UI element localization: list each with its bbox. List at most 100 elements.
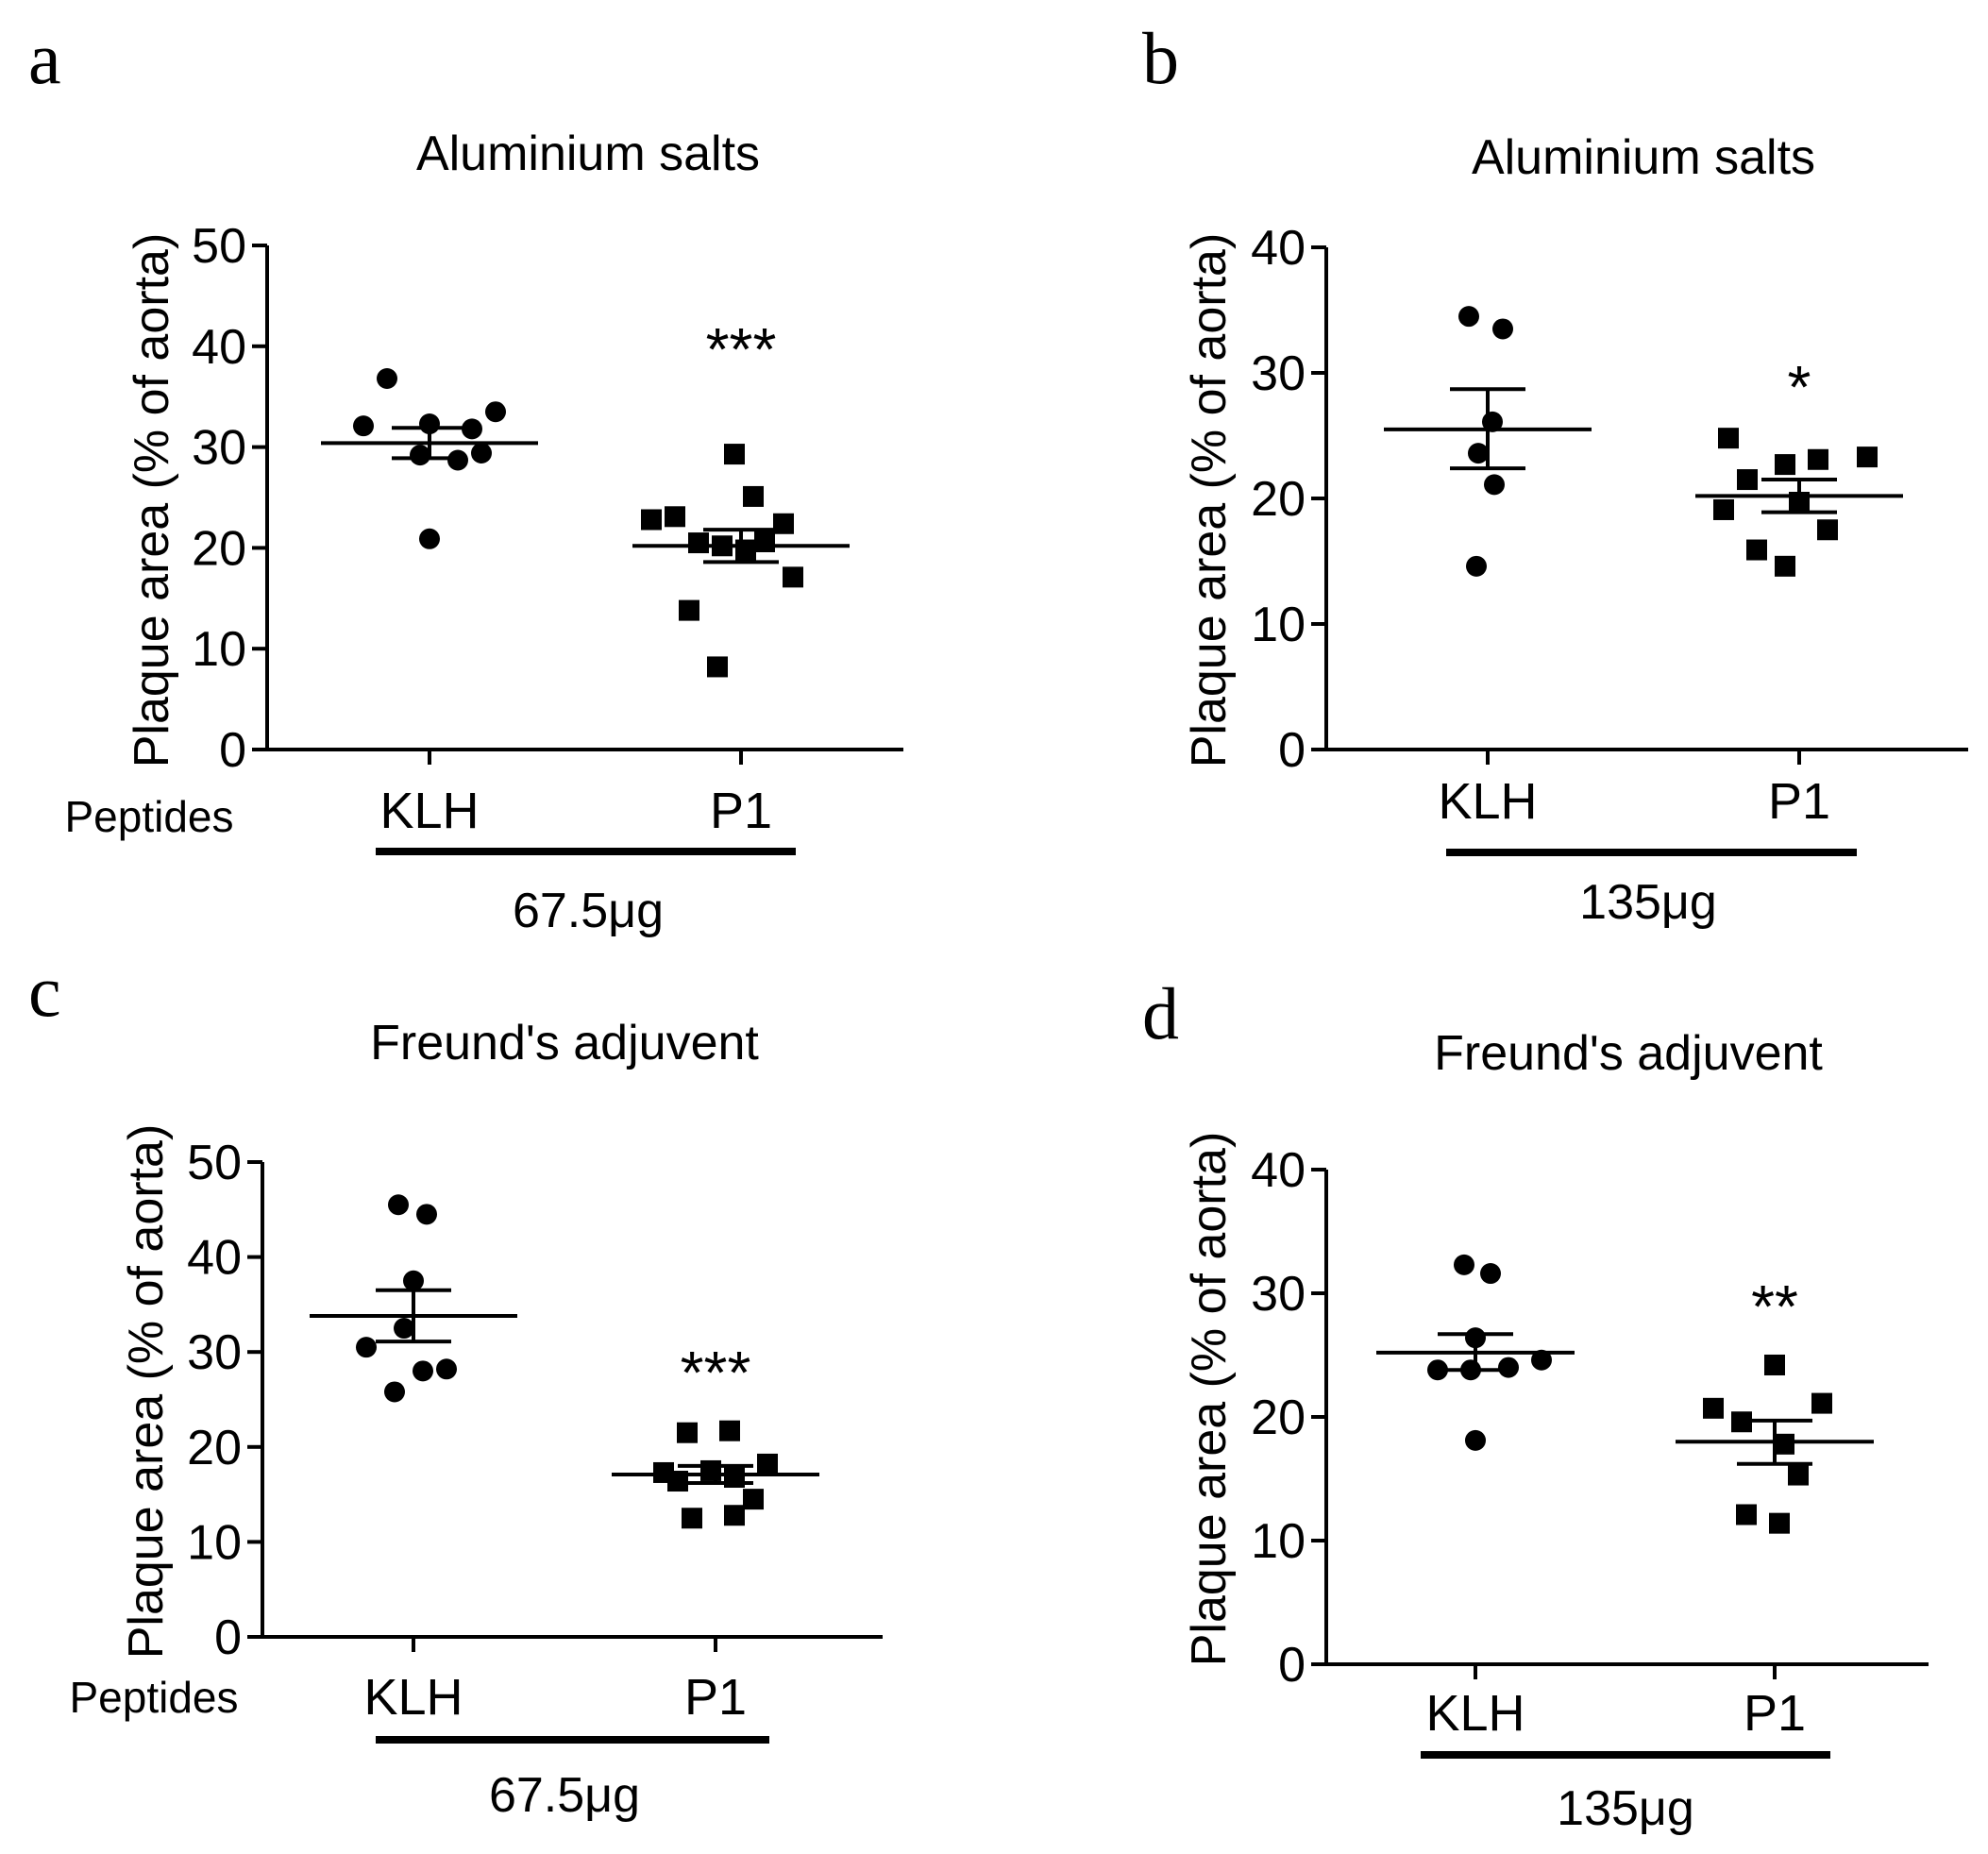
data-point-klh [419,528,440,549]
panel-letter-c: c [28,950,61,1032]
chart-title: Aluminium salts [1472,130,1815,185]
data-point-klh [384,1381,405,1403]
data-point-klh [471,443,492,464]
y-ticks: 0 10 20 30 40 [1251,221,1801,778]
y-tick-label: 40 [192,320,246,375]
panel-letter-a: a [28,17,61,99]
y-axis-label: Plaque area (% of aorta) [119,1124,174,1660]
data-point-klh [1480,1263,1501,1285]
category-label-p1: P1 [710,783,772,839]
data-point-klh [1465,1429,1486,1451]
y-tick-label: 0 [1278,723,1306,778]
significance-label: *** [681,1339,751,1407]
data-point-p1 [700,1459,721,1481]
dose-label: 135μg [1557,1781,1694,1836]
panel-c: c Freund's adjuvent Plaque area (% of ao… [28,950,883,1823]
panel-a: a Aluminium salts Plaque area (% of aort… [28,17,903,938]
y-tick-label: 30 [1251,346,1306,401]
data-point-klh [356,1337,377,1358]
data-point-p1 [1737,469,1758,491]
y-ticks: 0 10 20 30 40 50 [187,1136,717,1665]
y-ticks: 0 10 20 30 40 [1251,1143,1777,1693]
data-point-klh [413,1360,433,1382]
category-label-p1: P1 [1768,773,1830,830]
y-tick-label: 50 [192,219,246,274]
y-tick-label: 20 [1251,472,1306,527]
data-point-p1 [1764,1354,1785,1375]
y-tick-label: 40 [187,1231,242,1286]
data-point-klh [436,1358,457,1380]
peptides-label: Peptides [64,792,233,841]
y-axis-label: Plaque area (% of aorta) [125,233,179,768]
data-point-klh [394,1318,414,1340]
chart-title: Freund's adjuvent [1434,1026,1823,1081]
data-point-klh [485,401,506,423]
significance-label: *** [706,315,777,383]
data-point-p1 [707,656,728,678]
data-point-klh [1468,443,1489,464]
data-point-p1 [1817,519,1838,541]
data-point-p1 [1713,498,1734,520]
data-marks: ** [1376,1254,1874,1534]
data-point-klh [388,1194,409,1216]
data-point-klh [1454,1254,1474,1275]
y-tick-label: 10 [1251,598,1306,652]
significance-label: ** [1751,1273,1798,1340]
data-point-p1 [1774,1433,1794,1455]
data-point-p1 [1718,428,1739,449]
y-tick-label: 0 [1278,1638,1306,1693]
data-marks: *** [321,315,850,678]
data-point-klh [403,1270,424,1291]
data-point-p1 [1811,1392,1832,1414]
y-tick-label: 40 [1251,221,1306,276]
y-tick-label: 40 [1251,1143,1306,1198]
y-axis-label: Plaque area (% of aorta) [1182,1132,1237,1667]
data-point-klh [1466,555,1487,577]
y-tick-label: 30 [187,1325,242,1380]
y-tick-label: 0 [214,1610,242,1665]
y-tick-label: 50 [187,1136,242,1190]
data-point-p1 [783,566,803,588]
data-point-p1 [743,485,764,507]
data-point-p1 [754,531,775,552]
y-tick-label: 10 [187,1515,242,1570]
data-point-p1 [1808,448,1828,470]
data-point-p1 [724,1505,745,1526]
data-point-p1 [1775,555,1795,577]
data-point-klh [1531,1349,1552,1371]
category-label-klh: KLH [1438,773,1537,830]
y-tick-label: 20 [192,521,246,576]
data-point-p1 [641,509,662,531]
panel-letter-d: d [1142,972,1179,1054]
y-ticks: 0 10 20 30 40 50 [192,219,743,778]
data-point-klh [1498,1357,1519,1378]
y-tick-label: 20 [187,1421,242,1475]
data-point-p1 [735,539,756,561]
data-point-klh [353,415,374,437]
data-point-p1 [743,1489,764,1510]
data-point-p1 [1775,454,1795,476]
dose-label: 67.5μg [513,884,664,938]
panel-letter-b: b [1142,17,1179,99]
y-tick-label: 10 [192,622,246,677]
data-point-p1 [719,1420,740,1441]
y-axis-label: Plaque area (% of aorta) [1182,233,1237,768]
data-point-klh [410,445,430,466]
data-point-klh [447,449,468,471]
data-point-p1 [679,599,699,621]
category-label-klh: KLH [379,783,479,839]
panel-d: d Freund's adjuvent Plaque area (% of ao… [1142,972,1929,1836]
category-label-klh: KLH [363,1669,463,1726]
data-point-klh [1458,306,1479,328]
data-point-p1 [757,1453,778,1475]
panel-b: b Aluminium salts Plaque area (% of aort… [1142,17,1968,930]
data-point-p1 [724,444,745,465]
peptides-label: Peptides [69,1673,238,1722]
data-point-p1 [1857,447,1878,468]
data-point-p1 [1788,1464,1809,1486]
data-point-klh [416,1204,437,1225]
y-tick-label: 30 [1251,1267,1306,1322]
significance-label: * [1788,353,1811,421]
data-point-klh [1484,474,1505,496]
